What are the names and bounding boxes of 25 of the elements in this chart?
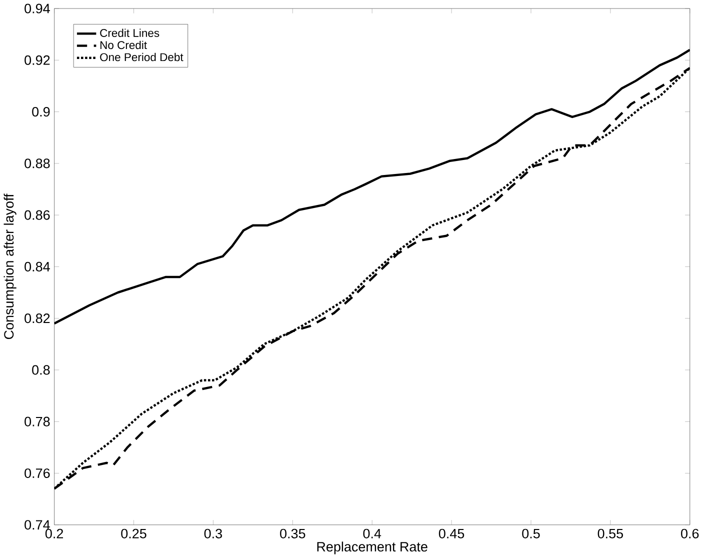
y-tick-label: 0.8	[32, 365, 50, 375]
y-tick-label: 0.92	[24, 55, 50, 65]
x-tick-label: 0.55	[598, 528, 623, 538]
y-axis-title: Consumption after layoff	[4, 194, 16, 340]
y-tick-label: 0.84	[24, 262, 50, 272]
x-tick-label: 0.35	[280, 528, 306, 538]
x-tick-label: 0.45	[438, 528, 464, 538]
x-axis-title: Replacement Rate	[317, 542, 428, 554]
y-tick-label: 0.76	[24, 468, 50, 478]
legend-label: Credit Lines	[100, 28, 160, 38]
y-tick-label: 0.88	[24, 158, 50, 168]
legend-label: No Credit	[100, 40, 147, 50]
y-tick-label: 0.94	[24, 4, 50, 14]
y-tick-label: 0.9	[32, 107, 50, 117]
x-tick-label: 0.2	[45, 528, 64, 538]
x-tick-label: 0.6	[681, 528, 699, 538]
y-tick-label: 0.74	[24, 520, 50, 530]
x-tick-label: 0.4	[363, 528, 382, 538]
y-tick-label: 0.86	[24, 210, 50, 220]
x-tick-label: 0.25	[121, 528, 146, 538]
y-tick-label: 0.82	[24, 314, 50, 324]
y-tick-label: 0.78	[24, 416, 50, 426]
legend-label: One Period Debt	[100, 52, 184, 62]
x-tick-label: 0.5	[522, 528, 540, 538]
x-tick-label: 0.3	[204, 528, 222, 538]
